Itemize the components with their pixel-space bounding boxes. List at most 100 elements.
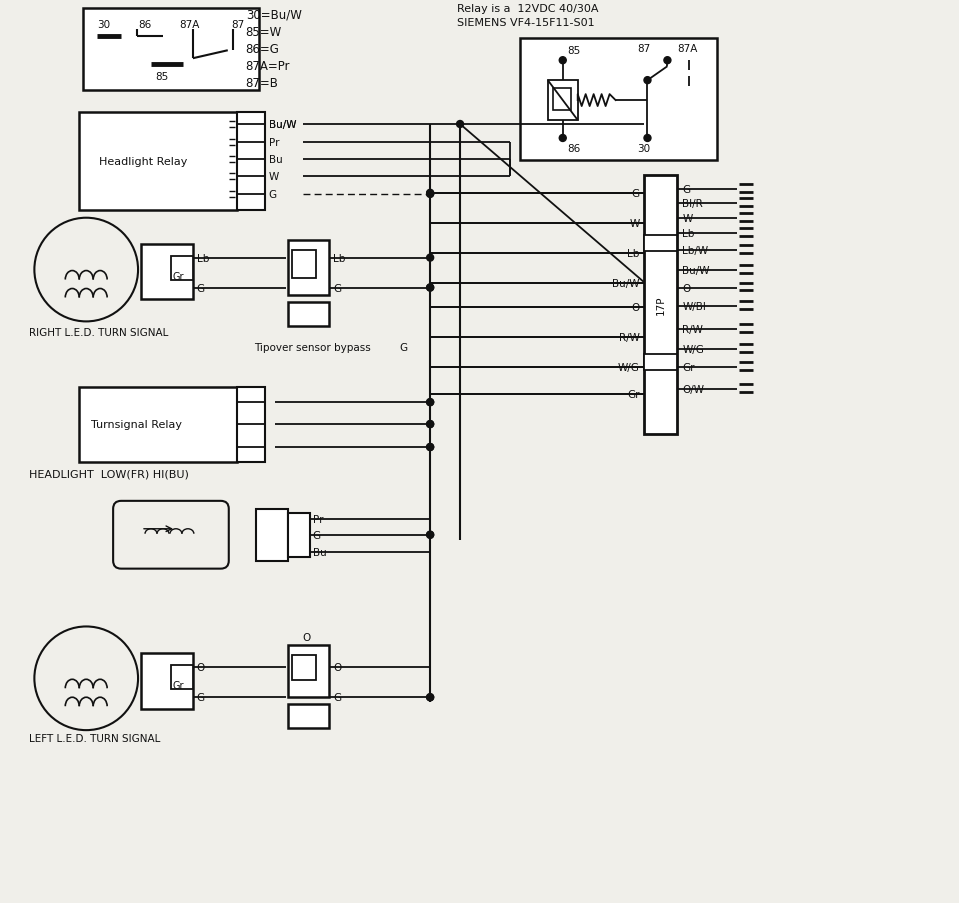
- Text: Pr: Pr: [313, 514, 323, 525]
- Circle shape: [456, 121, 463, 128]
- Text: W/G: W/G: [618, 363, 640, 373]
- Text: G: G: [197, 284, 205, 293]
- Text: SIEMENS VF4-15F11-S01: SIEMENS VF4-15F11-S01: [457, 18, 595, 28]
- Text: Gr: Gr: [627, 390, 640, 400]
- Bar: [644, 355, 677, 371]
- Text: Bu/W: Bu/W: [612, 278, 640, 288]
- Circle shape: [427, 694, 433, 701]
- Text: 86: 86: [138, 20, 152, 31]
- Bar: [288, 303, 330, 327]
- Text: G: G: [631, 189, 640, 199]
- Text: W: W: [683, 213, 692, 223]
- Bar: [288, 646, 330, 697]
- Text: Bu: Bu: [313, 547, 326, 557]
- Bar: [80, 113, 237, 210]
- Bar: [288, 704, 330, 729]
- Circle shape: [664, 58, 671, 65]
- Text: RIGHT L.E.D. TURN SIGNAL: RIGHT L.E.D. TURN SIGNAL: [30, 328, 169, 338]
- Text: O: O: [683, 284, 690, 293]
- Text: Lb: Lb: [683, 228, 694, 238]
- Text: 85=W: 85=W: [246, 26, 282, 39]
- Bar: [292, 250, 316, 278]
- Text: O/W: O/W: [683, 385, 704, 395]
- Text: Headlight Relay: Headlight Relay: [99, 157, 188, 167]
- Circle shape: [427, 444, 433, 451]
- Text: 30=Bu/W: 30=Bu/W: [246, 9, 301, 22]
- Circle shape: [427, 421, 433, 428]
- Text: Bu/W: Bu/W: [683, 265, 710, 275]
- Text: R/W: R/W: [619, 333, 640, 343]
- Text: G: G: [334, 284, 341, 293]
- Bar: [83, 9, 259, 91]
- Bar: [288, 240, 330, 296]
- Text: Turnsignal Relay: Turnsignal Relay: [91, 420, 182, 430]
- Text: O: O: [334, 663, 341, 673]
- Text: 87A: 87A: [179, 20, 200, 31]
- Text: Lb: Lb: [197, 254, 209, 264]
- Bar: [548, 81, 577, 121]
- Bar: [141, 654, 193, 710]
- Circle shape: [427, 284, 433, 292]
- Text: 87: 87: [638, 44, 651, 54]
- Text: G: G: [334, 693, 341, 703]
- Text: G: G: [269, 190, 277, 200]
- Bar: [141, 245, 193, 300]
- Text: W: W: [269, 172, 279, 182]
- Text: 30: 30: [638, 144, 650, 154]
- Text: 86=G: 86=G: [246, 42, 280, 56]
- Text: 87=B: 87=B: [246, 77, 279, 89]
- Text: W: W: [629, 219, 640, 228]
- Text: 87: 87: [231, 20, 244, 31]
- Text: 85: 85: [568, 46, 581, 56]
- Circle shape: [427, 399, 433, 406]
- Circle shape: [427, 532, 433, 538]
- Text: Bu: Bu: [269, 154, 282, 164]
- Circle shape: [644, 135, 651, 143]
- Text: O: O: [197, 663, 205, 673]
- Text: Pr: Pr: [269, 138, 279, 148]
- Bar: [292, 656, 316, 681]
- Text: W/Bl: W/Bl: [683, 303, 706, 312]
- Circle shape: [427, 284, 433, 292]
- Circle shape: [427, 255, 433, 262]
- Circle shape: [644, 78, 651, 85]
- Text: Gr: Gr: [173, 271, 184, 281]
- Text: G: G: [197, 693, 205, 703]
- Text: W/G: W/G: [683, 345, 704, 355]
- Circle shape: [427, 532, 433, 538]
- Circle shape: [427, 444, 433, 451]
- Text: Tipover sensor bypass: Tipover sensor bypass: [254, 343, 370, 353]
- Text: Lb: Lb: [334, 254, 346, 264]
- Text: 87A=Pr: 87A=Pr: [246, 60, 291, 72]
- Text: G: G: [399, 343, 408, 353]
- Circle shape: [427, 421, 433, 428]
- Bar: [256, 509, 288, 561]
- Circle shape: [427, 191, 433, 197]
- Text: Bl/R: Bl/R: [683, 199, 703, 209]
- Text: Bu/W: Bu/W: [269, 120, 296, 130]
- Text: HEADLIGHT  LOW(FR) HI(BU): HEADLIGHT LOW(FR) HI(BU): [30, 470, 189, 479]
- Text: 30: 30: [97, 20, 110, 31]
- Text: Bu/W: Bu/W: [269, 120, 296, 130]
- Text: G: G: [313, 530, 320, 540]
- Text: Lb: Lb: [627, 248, 640, 258]
- Bar: [644, 236, 677, 251]
- Bar: [520, 39, 717, 161]
- Circle shape: [427, 191, 433, 198]
- Circle shape: [427, 191, 433, 198]
- Text: Lb/W: Lb/W: [683, 246, 709, 256]
- Text: LEFT L.E.D. TURN SIGNAL: LEFT L.E.D. TURN SIGNAL: [30, 733, 161, 743]
- Bar: [237, 387, 265, 462]
- Circle shape: [427, 399, 433, 406]
- Bar: [237, 113, 265, 210]
- Text: O: O: [631, 303, 640, 313]
- Bar: [171, 256, 193, 280]
- Text: O: O: [302, 633, 311, 643]
- Text: Gr: Gr: [173, 681, 184, 691]
- Text: 86: 86: [568, 144, 581, 154]
- Text: 17P: 17P: [655, 295, 666, 315]
- Bar: [171, 666, 193, 690]
- Text: 87A: 87A: [677, 44, 698, 54]
- Bar: [80, 387, 237, 462]
- Bar: [644, 176, 677, 434]
